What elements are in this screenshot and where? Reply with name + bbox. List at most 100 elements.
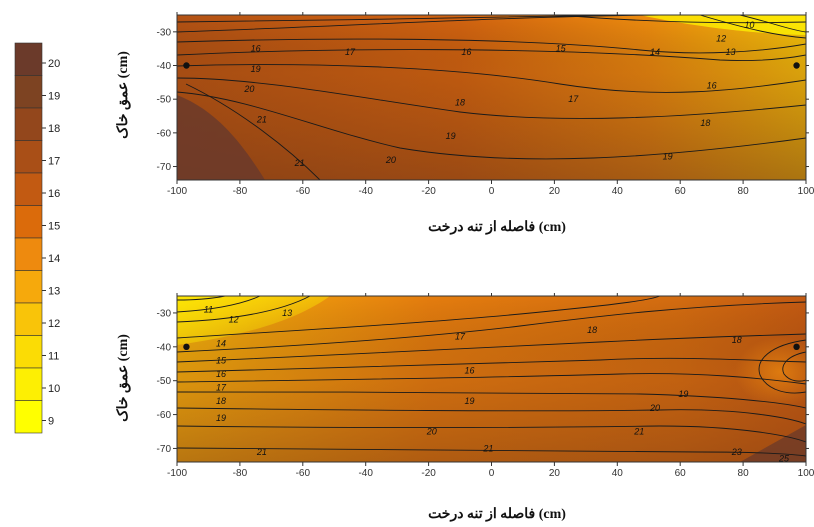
contour-label: 21 xyxy=(633,427,644,437)
sample-point xyxy=(183,62,190,69)
contour-label: 19 xyxy=(678,389,688,399)
contour-label: 12 xyxy=(229,315,239,325)
y-axis-title-bottom: عمق خاک (cm) xyxy=(115,334,131,422)
colorbar-swatch xyxy=(14,75,43,109)
contour-label: 16 xyxy=(216,369,226,379)
contour-label: 21 xyxy=(256,114,267,124)
contour-label: 18 xyxy=(587,325,597,335)
colorbar-swatch xyxy=(14,270,43,304)
x-tick-label: 20 xyxy=(549,186,561,197)
colorbar-tick-label: 9 xyxy=(48,416,54,428)
contour-label: 18 xyxy=(216,396,226,406)
contour-label: 20 xyxy=(385,155,396,165)
sample-point xyxy=(793,62,800,69)
contour-label: 13 xyxy=(282,308,292,318)
panel-bottom-fill: 11 12 13 14 15 16 17 18 19 17 18 16 19 20 21 21 20 21 18 19… xyxy=(177,296,806,462)
colorbar-tick-label: 20 xyxy=(48,58,60,70)
colorbar-swatch xyxy=(14,367,43,401)
contour-lines-top xyxy=(177,15,806,180)
x-tick-label: -20 xyxy=(421,186,436,197)
colorbar-swatch xyxy=(14,237,43,271)
colorbar-tick-label: 12 xyxy=(48,318,60,330)
contour-panel-bottom: 11 12 13 14 15 16 17 18 19 17 18 16 19 20 21 21 20 21 18 19… xyxy=(115,293,814,522)
x-tick-label: -80 xyxy=(233,186,248,197)
sample-points-top xyxy=(183,62,800,69)
x-axis-title-bottom: فاصله از تنه درخت (cm) xyxy=(428,507,566,522)
colorbar-swatch xyxy=(14,335,43,369)
contour-label: 21 xyxy=(256,447,267,457)
sample-point xyxy=(183,343,190,351)
x-ticks-top: -100 -80 -60 -40 -20 0 20 40 60 80 100 xyxy=(167,12,814,197)
y-tick-label: -70 xyxy=(157,162,172,173)
y-ticks-top: -30 -40 -50 -60 -70 xyxy=(157,27,809,173)
colorbar-tick-label: 15 xyxy=(48,221,60,233)
x-tick-label: 60 xyxy=(675,186,687,197)
contour-label: 21 xyxy=(294,158,305,168)
contour-lines-bottom xyxy=(177,296,806,457)
contour-label: 16 xyxy=(251,44,261,54)
contour-label: 17 xyxy=(455,332,466,342)
x-ticks-bottom: -100 -80 -60 -40 -20 0 20 40 60 80 100 xyxy=(167,293,814,479)
x-tick-label: -20 xyxy=(421,468,436,479)
contour-label: 19 xyxy=(251,64,261,74)
sample-points-bottom xyxy=(183,343,800,351)
contour-labels-bottom: 11 12 13 14 15 16 17 18 19 17 18 16 19 20 21 21 20 21 18 19… xyxy=(204,305,790,462)
contour-label: 19 xyxy=(663,151,673,161)
colorbar-swatch xyxy=(14,140,43,174)
contour-label: 18 xyxy=(455,98,465,108)
y-tick-label: -30 xyxy=(157,308,172,319)
y-ticks-bottom: -30 -40 -50 -60 -70 xyxy=(157,308,809,455)
colorbar-tick-label: 11 xyxy=(48,351,59,363)
contour-label: 19 xyxy=(464,396,474,406)
x-tick-label: -40 xyxy=(358,468,373,479)
x-tick-label: 60 xyxy=(675,468,687,479)
y-tick-label: -60 xyxy=(157,128,172,139)
colorbar-tick-label: 13 xyxy=(48,286,60,298)
y-axis-title-top: عمق خاک (cm) xyxy=(115,51,131,139)
contour-label: 16 xyxy=(707,81,717,91)
contour-label: 19 xyxy=(216,413,226,423)
contour-label: 20 xyxy=(243,84,254,94)
colorbar-swatch xyxy=(14,302,43,336)
contour-label: 17 xyxy=(568,94,579,104)
colorbar-tick-label: 19 xyxy=(48,91,60,103)
y-tick-label: -50 xyxy=(157,376,172,387)
y-tick-label: -70 xyxy=(157,444,172,455)
x-axis-title-top: فاصله از تنه درخت (cm) xyxy=(428,220,566,235)
x-tick-label: 40 xyxy=(612,186,624,197)
x-tick-label: -80 xyxy=(233,468,248,479)
colorbar-swatch xyxy=(14,42,43,76)
contour-label: 23 xyxy=(731,447,742,457)
colorbar: 20 19 18 17 16 15 14 13 12 11 10 9 xyxy=(14,42,60,434)
colorbar-tick-label: 14 xyxy=(48,253,60,265)
colorbar-tick-label: 16 xyxy=(48,188,60,200)
colorbar-swatch xyxy=(14,107,43,141)
contour-label: 20 xyxy=(426,427,437,437)
contour-label: 16 xyxy=(464,366,474,376)
x-tick-label: 20 xyxy=(549,468,561,479)
x-tick-label: -60 xyxy=(296,468,311,479)
contour-label: 17 xyxy=(216,382,227,392)
y-tick-label: -50 xyxy=(157,95,172,106)
colorbar-swatch xyxy=(14,172,43,206)
contour-label: 12 xyxy=(716,34,726,44)
contour-label: 19 xyxy=(446,131,456,141)
y-tick-label: -40 xyxy=(157,61,172,72)
contour-label: 11 xyxy=(204,305,213,315)
y-tick-label: -30 xyxy=(157,27,172,38)
contour-label: 14 xyxy=(216,338,226,348)
x-tick-label: -100 xyxy=(167,186,187,197)
colorbar-tick-label: 17 xyxy=(48,156,60,168)
contour-label: 15 xyxy=(556,44,567,54)
contour-label: 21 xyxy=(482,443,493,453)
contour-label: 10 xyxy=(744,20,754,30)
y-tick-label: -40 xyxy=(157,342,172,353)
contour-label: 20 xyxy=(649,403,660,413)
x-tick-label: -60 xyxy=(296,186,311,197)
colorbar-tick-label: 10 xyxy=(48,383,60,395)
sample-point xyxy=(793,343,800,351)
